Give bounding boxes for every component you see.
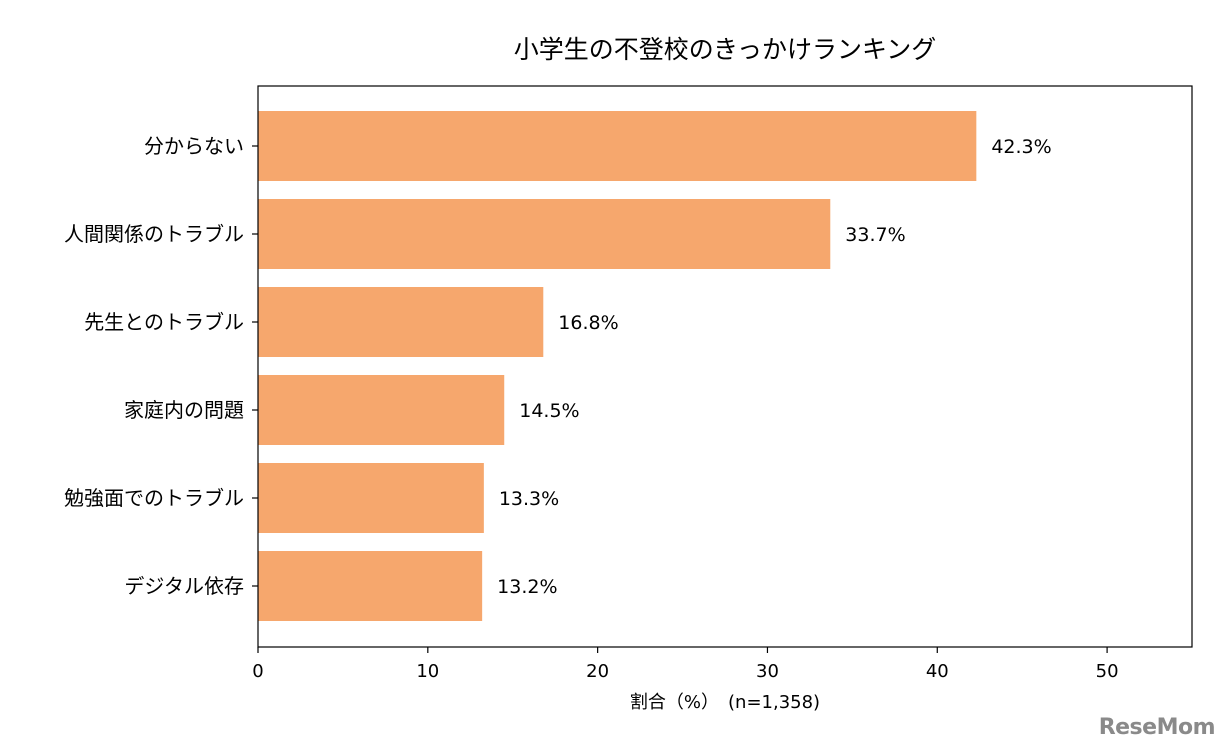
y-tick-label: 人間関係のトラブル	[64, 222, 244, 246]
bar	[258, 111, 977, 181]
y-tick-label: 先生とのトラブル	[84, 310, 244, 334]
x-tick-label: 50	[1096, 661, 1119, 682]
bar	[258, 463, 484, 533]
bar-value-label: 33.7%	[845, 224, 905, 246]
bar-value-label: 42.3%	[991, 136, 1051, 158]
x-axis-ticks: 0 10 20 30 40 50	[252, 647, 1119, 682]
bar	[258, 287, 544, 357]
bar-value-label: 14.5%	[519, 400, 579, 422]
bars-group: 42.3% 33.7% 16.8% 14.5% 13.3% 13.2%	[258, 111, 1052, 621]
plot-frame	[257, 85, 1193, 648]
x-tick-label: 40	[926, 661, 949, 682]
y-tick-label: 家庭内の問題	[124, 398, 244, 422]
bar	[258, 199, 831, 269]
x-tick-label: 10	[416, 661, 439, 682]
x-axis-label: 割合（%） (n=1,358)	[630, 692, 820, 713]
y-tick-label: 分からない	[144, 134, 244, 158]
resemom-watermark-logo: ReseMom	[1098, 715, 1216, 740]
bar	[258, 551, 483, 621]
y-axis-ticks: 分からない人間関係のトラブル先生とのトラブル家庭内の問題勉強面でのトラブルデジタ…	[64, 134, 258, 598]
bar-value-label: 13.3%	[499, 488, 559, 510]
x-tick-label: 20	[586, 661, 609, 682]
bar-value-label: 13.2%	[497, 576, 557, 598]
x-tick-label: 0	[252, 661, 263, 682]
chart-title: 小学生の不登校のきっかけランキング	[514, 35, 937, 64]
x-tick-label: 30	[756, 661, 779, 682]
bar	[258, 375, 505, 445]
bar-value-label: 16.8%	[558, 312, 618, 334]
y-tick-label: デジタル依存	[124, 574, 244, 598]
y-tick-label: 勉強面でのトラブル	[64, 486, 244, 510]
